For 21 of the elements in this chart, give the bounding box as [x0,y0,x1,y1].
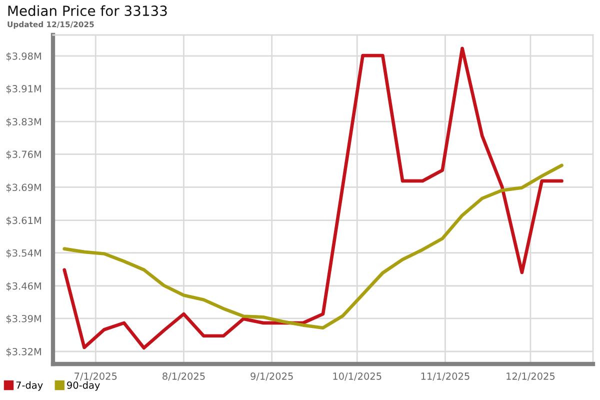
legend-label: 7-day [16,381,43,391]
y-tick-label: $3.98M [6,52,41,62]
legend-label: 90-day [67,381,100,391]
y-tick-label: $3.54M [6,249,41,258]
x-tick-label: 9/1/2025 [250,372,293,381]
line-series [62,164,564,330]
x-tick-label: 7/1/2025 [74,372,117,381]
x-tick-label: 8/1/2025 [162,372,205,381]
y-tick-label: $3.76M [6,150,41,160]
y-tick-label: $3.83M [6,118,41,127]
x-tick-label: 11/1/2025 [421,372,470,381]
y-tick-label: $3.61M [6,216,41,226]
x-tick-label: 10/1/2025 [333,372,382,381]
y-tick-label: $3.32M [6,348,41,357]
x-tick-label: 12/1/2025 [506,372,555,381]
line-series [62,46,564,350]
chart-title: Median Price for 33133 [8,5,167,16]
y-tick-label: $3.69M [6,184,41,192]
y-tick-label: $3.91M [6,84,41,94]
y-tick-label: $3.46M [6,282,41,291]
y-tick-label: $3.39M [6,314,41,324]
